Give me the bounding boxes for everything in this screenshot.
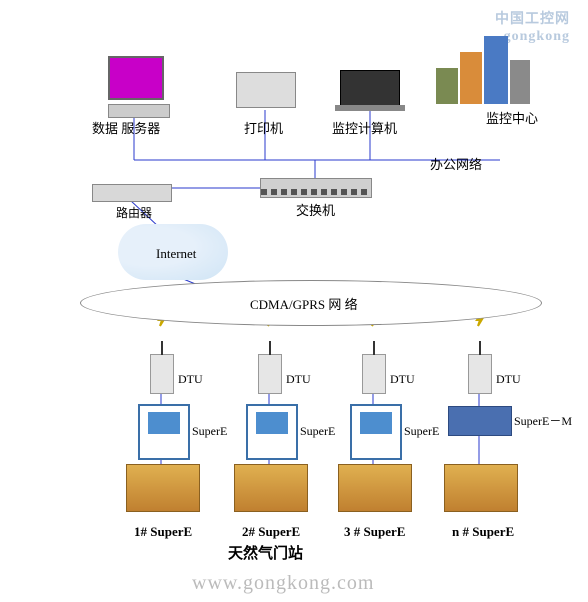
dtu-label: DTU (390, 372, 415, 387)
supere-device-icon (246, 404, 298, 460)
supere-label: SuperE (404, 424, 439, 439)
valve-station-icon (338, 464, 412, 512)
station-1-label: 1# SuperE (134, 524, 192, 540)
internet-label: Internet (156, 246, 196, 262)
valve-station-icon (234, 464, 308, 512)
supere-label: SuperE (192, 424, 227, 439)
valve-station-icon (126, 464, 200, 512)
router-icon (92, 184, 172, 202)
dtu-label: DTU (286, 372, 311, 387)
supere-m-device-icon (448, 406, 512, 436)
dtu-icon (258, 354, 282, 394)
laptop-label: 监控计算机 (332, 118, 397, 137)
monitoring-center-label: 监控中心 (486, 108, 538, 127)
valve-station-icon (444, 464, 518, 512)
printer-label: 打印机 (244, 118, 283, 137)
supere-m-label: SuperE－M (514, 412, 572, 429)
monitoring-center-icon (432, 30, 542, 104)
server-label: 数据 服务器 (92, 118, 160, 137)
watermark-text: www.gongkong.com (192, 572, 374, 595)
dtu-label: DTU (178, 372, 203, 387)
supere-device-icon (138, 404, 190, 460)
station-2-label: 2# SuperE (242, 524, 300, 540)
switch-label: 交换机 (296, 200, 335, 219)
supere-device-icon (350, 404, 402, 460)
office-network-label: 办公网络 (430, 154, 482, 173)
dtu-icon (468, 354, 492, 394)
supere-label: SuperE (300, 424, 335, 439)
server-icon (108, 56, 170, 118)
printer-icon (236, 72, 296, 108)
station-3-label: 3 # SuperE (344, 524, 405, 540)
wireless-network-label: CDMA/GPRS 网 络 (250, 294, 358, 313)
dtu-icon (362, 354, 386, 394)
logo-cn: 中国工控网 (495, 12, 570, 27)
dtu-icon (150, 354, 174, 394)
station-n-label: n # SuperE (452, 524, 514, 540)
stations-caption: 天然气门站 (228, 542, 303, 563)
switch-icon (260, 178, 372, 198)
router-label: 路由器 (116, 204, 152, 221)
dtu-label: DTU (496, 372, 521, 387)
laptop-icon (340, 70, 400, 106)
